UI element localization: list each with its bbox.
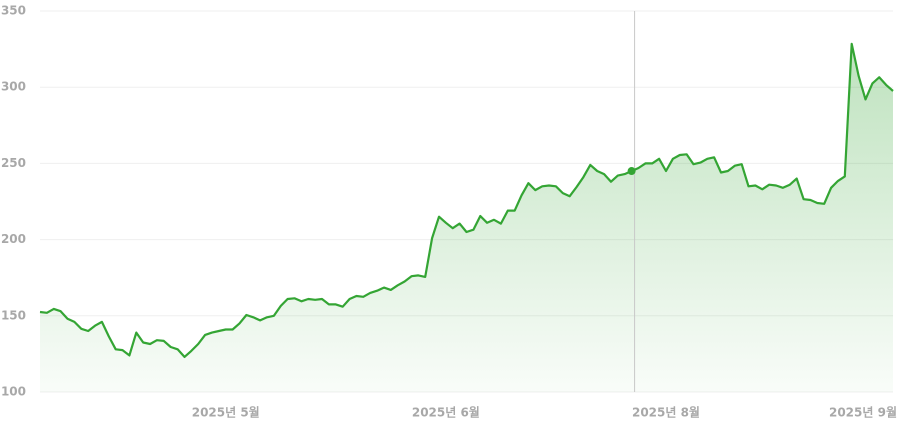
y-tick-label: 100 xyxy=(1,385,26,399)
area xyxy=(40,43,893,393)
y-tick-label: 350 xyxy=(1,4,26,18)
line xyxy=(39,42,894,358)
x-tick-label: 2025년 5월 xyxy=(192,405,260,420)
x-tick-label: 2025년 9월 xyxy=(829,405,897,420)
y-tick-label: 300 xyxy=(1,80,26,94)
y-tick-label: 150 xyxy=(1,308,26,322)
hover-point xyxy=(627,167,636,176)
y-tick-label: 250 xyxy=(1,156,26,170)
x-tick-label: 2025년 6월 xyxy=(412,405,480,420)
y-tick-label: 200 xyxy=(1,232,26,246)
x-tick-label: 2025년 8월 xyxy=(632,405,700,420)
